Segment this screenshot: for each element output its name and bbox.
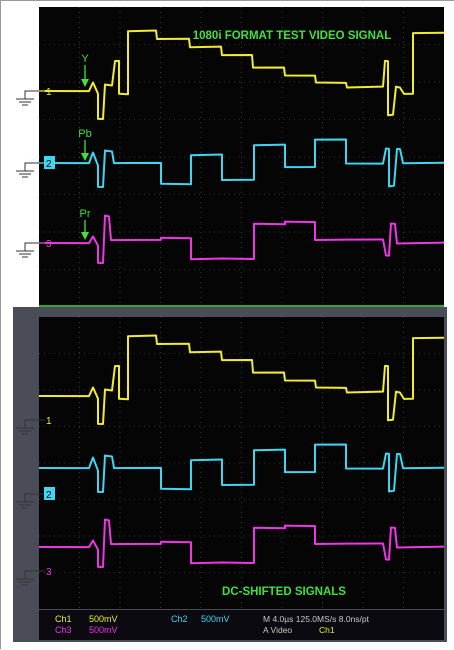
- top-grid: [39, 7, 444, 307]
- marker-ch3-top: 3: [46, 239, 52, 250]
- waveform-y-bottom: [38, 334, 445, 425]
- status-ch2-label: Ch2: [171, 614, 188, 624]
- status-ch3-value: 500mV: [89, 625, 118, 635]
- marker-ch2-bottom: 2: [46, 490, 52, 501]
- arrow-pb-icon: [81, 140, 89, 161]
- label-y: Y: [81, 53, 89, 65]
- waveform-pb-top: [38, 138, 445, 188]
- waveform-y-top: [38, 29, 445, 120]
- status-ch1-value: 500mV: [89, 614, 118, 624]
- marker-ch2-top-box: [44, 156, 55, 169]
- marker-ch2-top: 2: [46, 159, 52, 170]
- ground-icon-ch3-top: [16, 242, 45, 258]
- waveform-pr-bottom: [38, 518, 445, 568]
- marker-ch2-bottom-box: [44, 487, 55, 500]
- bottom-waveforms: [38, 334, 445, 568]
- bottom-title: DC-SHIFTED SIGNALS: [222, 586, 346, 598]
- marker-ch1-top: 1: [46, 87, 52, 98]
- status-ch1-label: Ch1: [55, 614, 72, 624]
- status-bar: [39, 610, 444, 640]
- ground-icon-ch3-bottom: [16, 570, 45, 586]
- ground-icon-ch2-bottom: [16, 493, 45, 509]
- bottom-grid: [39, 317, 444, 609]
- arrow-pr-icon: [81, 220, 89, 240]
- status-trigger: A Video: [263, 625, 292, 635]
- waveform-pr-top: [38, 214, 445, 264]
- status-trigger-source: Ch1: [319, 625, 335, 635]
- arrow-y-icon: [81, 65, 89, 87]
- top-title: 1080i FORMAT TEST VIDEO SIGNAL: [193, 30, 392, 42]
- label-pr: Pr: [80, 208, 91, 220]
- marker-ch3-bottom: 3: [46, 567, 52, 578]
- status-ch3-label: Ch3: [55, 625, 72, 635]
- ground-icon-ch1-bottom: [16, 419, 45, 435]
- label-pb: Pb: [78, 128, 91, 140]
- ground-icon-ch1-top: [16, 90, 45, 106]
- marker-ch1-bottom: 1: [46, 416, 52, 427]
- waveform-pb-bottom: [38, 443, 445, 493]
- status-ch2-value: 500mV: [201, 614, 230, 624]
- status-timebase: M 4.0µs 125.0MS/s 8.0ns/pt: [263, 614, 370, 624]
- top-waveforms: [38, 29, 445, 264]
- ground-icon-ch2-top: [16, 162, 45, 178]
